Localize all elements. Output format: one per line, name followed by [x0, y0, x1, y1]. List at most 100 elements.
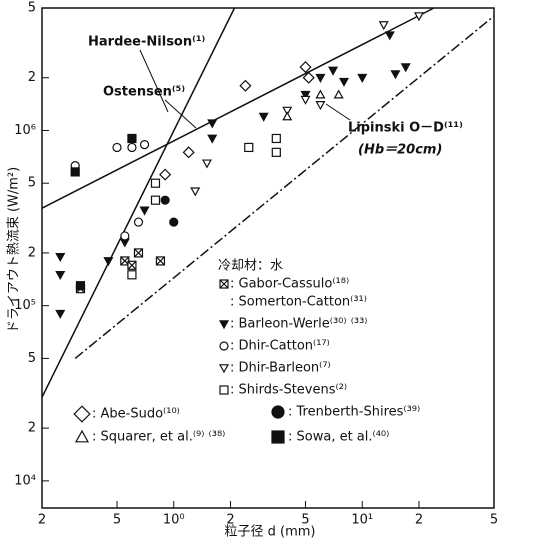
- marker-part: [201, 159, 212, 169]
- legend-title: 冷却材：水: [218, 259, 283, 274]
- point: [271, 133, 281, 144]
- x-tick-label: 2: [38, 513, 46, 528]
- point: [155, 256, 166, 266]
- y-tick-label: 5: [28, 176, 36, 191]
- legend-swatch: [271, 405, 285, 419]
- legend-label: : Abe-Sudo⁽¹⁰⁾: [92, 407, 180, 422]
- point: [384, 31, 395, 41]
- marker-part: [271, 405, 285, 419]
- point: [75, 281, 86, 291]
- annotation-arrow: [325, 103, 351, 121]
- point: [413, 12, 425, 22]
- legend-label: : Squarer, et al.⁽⁹⁾ ⁽³⁸⁾: [92, 430, 225, 445]
- point: [127, 260, 137, 270]
- marker-part: [315, 101, 326, 111]
- x-tick-label: 5: [301, 513, 309, 528]
- marker-part: [190, 187, 201, 197]
- marker-part: [300, 90, 311, 100]
- marker-part: [282, 111, 293, 121]
- point: [315, 73, 326, 83]
- marker-part: [120, 231, 130, 241]
- marker-part: [207, 119, 218, 129]
- marker-part: [302, 71, 315, 84]
- legend-label: : Shirds-Stevens⁽²⁾: [230, 383, 347, 398]
- point: [201, 159, 212, 169]
- legend-label: : Sowa, et al.⁽⁴⁰⁾: [288, 430, 389, 445]
- x-axis-label: 粒子径 d (mm): [225, 525, 316, 540]
- legend-swatch: [219, 385, 229, 395]
- marker-part: [112, 142, 122, 153]
- marker-part: [315, 73, 326, 83]
- point: [244, 142, 254, 153]
- marker-part: [357, 73, 368, 83]
- marker-part: [219, 279, 229, 289]
- marker-part: [150, 178, 161, 188]
- marker-part: [139, 140, 150, 150]
- marker-part: [73, 405, 91, 423]
- fit-line: [41, 7, 435, 209]
- fit-line: [41, 7, 236, 398]
- marker-part: [300, 95, 311, 105]
- point: [133, 217, 144, 227]
- plot-frame: [41, 7, 495, 509]
- x-tick-label: 5: [113, 513, 121, 528]
- marker-part: [239, 79, 252, 92]
- point: [338, 77, 350, 87]
- marker-part: [315, 89, 326, 99]
- marker-part: [299, 61, 312, 74]
- marker-part: [219, 341, 229, 351]
- point: [282, 111, 293, 121]
- legend-swatch: [74, 429, 90, 443]
- point: [150, 178, 161, 188]
- point: [315, 89, 326, 99]
- marker-part: [271, 430, 285, 444]
- point: [302, 71, 315, 84]
- point: [207, 119, 218, 129]
- x-tick-label: 5: [490, 513, 498, 528]
- point: [328, 66, 339, 76]
- marker-part: [400, 63, 411, 73]
- point: [357, 73, 368, 83]
- point: [315, 101, 326, 111]
- x-tick-label: 2: [226, 513, 234, 528]
- marker-part: [378, 21, 389, 31]
- point: [258, 112, 269, 122]
- y-tick-label: 5: [28, 1, 36, 16]
- marker-part: [182, 146, 195, 159]
- marker-part: [75, 281, 86, 291]
- annotation: (Hb＝20cm): [358, 143, 442, 158]
- marker-part: [258, 112, 269, 122]
- marker-part: [218, 364, 230, 374]
- point: [127, 270, 137, 280]
- y-tick-label: 5: [28, 351, 36, 366]
- marker-part: [74, 429, 90, 443]
- annotation-arrow: [139, 49, 169, 113]
- point: [160, 195, 170, 205]
- point: [70, 167, 80, 177]
- annotation-arrow: [164, 99, 197, 129]
- point: [207, 134, 218, 144]
- marker-part: [413, 12, 425, 22]
- marker-part: [390, 70, 401, 80]
- point: [239, 79, 252, 92]
- annotation: Hardee-Nilson⁽¹⁾: [88, 35, 206, 50]
- legend-label: : Somerton-Catton⁽³¹⁾: [230, 295, 367, 310]
- marker-part: [328, 66, 339, 76]
- legend-label: : Barleon-Werle⁽³⁰⁾ ⁽³³⁾: [230, 317, 368, 332]
- marker-part: [169, 217, 179, 227]
- legend-label: : Gabor-Cassulo⁽¹⁸⁾: [230, 277, 349, 292]
- x-tick-label: 2: [415, 513, 423, 528]
- point: [55, 271, 66, 281]
- marker-part: [156, 256, 165, 266]
- y-tick-label: 10⁵: [14, 298, 36, 313]
- marker-part: [127, 142, 137, 153]
- marker-part: [338, 77, 350, 87]
- marker-part: [55, 253, 66, 263]
- marker-part: [282, 106, 293, 116]
- point: [159, 168, 172, 181]
- marker-part: [271, 133, 281, 144]
- marker-part: [207, 134, 218, 144]
- point: [190, 187, 201, 197]
- fit-line: [74, 15, 495, 359]
